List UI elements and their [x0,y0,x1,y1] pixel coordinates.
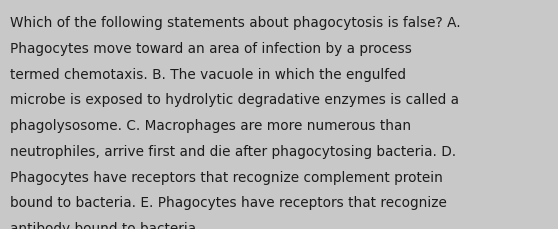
Text: phagolysosome. C. Macrophages are more numerous than: phagolysosome. C. Macrophages are more n… [10,119,411,133]
Text: termed chemotaxis. B. The vacuole in which the engulfed: termed chemotaxis. B. The vacuole in whi… [10,67,406,81]
Text: Phagocytes have receptors that recognize complement protein: Phagocytes have receptors that recognize… [10,170,443,184]
Text: bound to bacteria. E. Phagocytes have receptors that recognize: bound to bacteria. E. Phagocytes have re… [10,196,447,210]
Text: Which of the following statements about phagocytosis is false? A.: Which of the following statements about … [10,16,461,30]
Text: microbe is exposed to hydrolytic degradative enzymes is called a: microbe is exposed to hydrolytic degrada… [10,93,459,107]
Text: antibody bound to bacteria.: antibody bound to bacteria. [10,221,200,229]
Text: Phagocytes move toward an area of infection by a process: Phagocytes move toward an area of infect… [10,42,412,56]
Text: neutrophiles, arrive first and die after phagocytosing bacteria. D.: neutrophiles, arrive first and die after… [10,144,456,158]
